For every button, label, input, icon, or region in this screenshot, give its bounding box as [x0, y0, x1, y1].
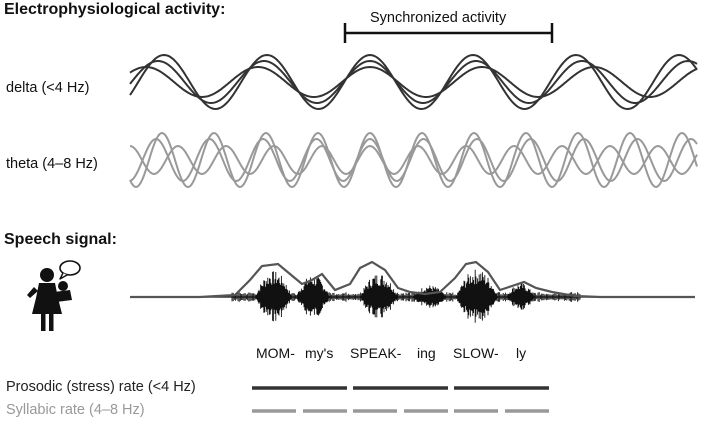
mother-holding-baby-icon [27, 268, 72, 331]
delta-wave [130, 67, 697, 97]
delta-wave-group [130, 55, 697, 109]
syllable-label: ly [516, 345, 526, 361]
prosodic-rate-label: Prosodic (stress) rate (<4 Hz) [6, 379, 196, 395]
speech-heading: Speech signal: [4, 231, 117, 249]
syllable-label: ing [417, 345, 436, 361]
syllable-label: SLOW- [453, 345, 499, 361]
theta-label: theta (4–8 Hz) [6, 156, 98, 172]
sync-label: Synchronized activity [370, 10, 506, 26]
electro-heading: Electrophysiological activity: [4, 1, 225, 19]
sync-bracket [345, 23, 552, 43]
syllable-label: SPEAK- [350, 345, 401, 361]
syllable-label: my's [305, 345, 333, 361]
syllabic-rate-label: Syllabic rate (4–8 Hz) [6, 402, 145, 418]
delta-label: delta (<4 Hz) [6, 80, 89, 96]
speech-waveform [130, 262, 695, 323]
theta-wave-group [130, 133, 697, 187]
speech-bubble-icon [60, 261, 80, 279]
syllable-label: MOM- [256, 345, 295, 361]
speech-envelope [130, 262, 695, 297]
